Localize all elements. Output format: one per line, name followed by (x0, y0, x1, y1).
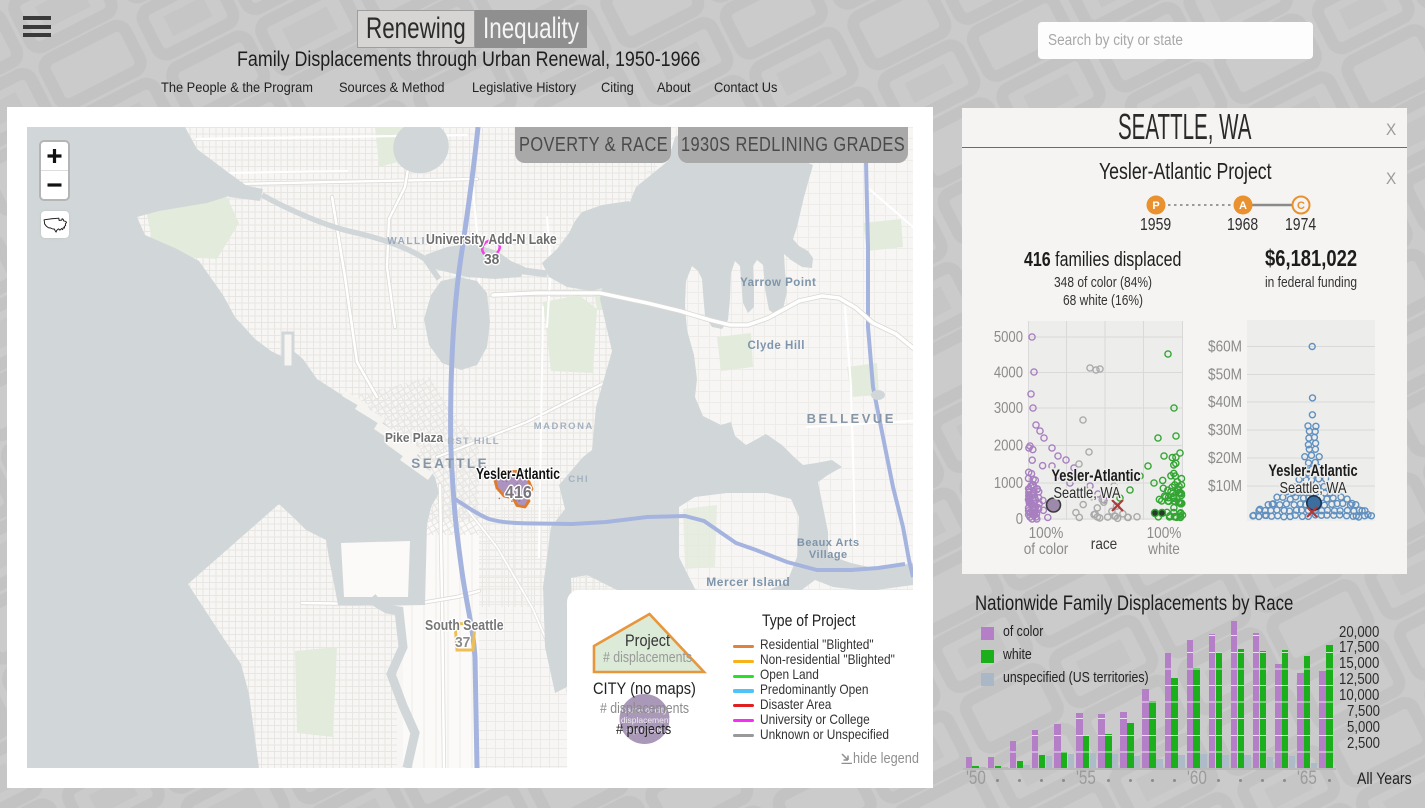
svg-text:Seattle, WA: Seattle, WA (1279, 480, 1346, 498)
svg-text:$10M: $10M (1208, 478, 1242, 495)
svg-text:Seattle, WA: Seattle, WA (1053, 485, 1120, 503)
svg-text:5000: 5000 (994, 329, 1023, 346)
svg-text:Yesler-Atlantic: Yesler-Atlantic (1268, 463, 1357, 481)
svg-text:name of city: name of city (622, 705, 669, 715)
svg-text:100%: 100% (1147, 525, 1182, 542)
svg-text:C: C (1297, 200, 1305, 212)
svg-text:4000: 4000 (994, 364, 1023, 381)
svg-text:$20M: $20M (1208, 450, 1242, 467)
svg-text:$50M: $50M (1208, 367, 1242, 384)
svg-text:A: A (1239, 200, 1247, 212)
svg-text:P: P (1152, 200, 1159, 212)
svg-text:of color: of color (1024, 541, 1069, 558)
svg-text:100%: 100% (1029, 525, 1064, 542)
svg-text:white: white (1147, 541, 1180, 558)
svg-text:# projects: # projects (626, 725, 663, 735)
svg-text:2000: 2000 (994, 437, 1023, 454)
svg-text:$60M: $60M (1208, 339, 1242, 356)
svg-text:# displacements: # displacements (614, 715, 675, 725)
svg-text:$30M: $30M (1208, 422, 1242, 439)
svg-text:$40M: $40M (1208, 394, 1242, 411)
svg-text:1000: 1000 (994, 475, 1023, 492)
svg-text:Yesler-Atlantic: Yesler-Atlantic (1051, 468, 1140, 486)
svg-text:3000: 3000 (994, 400, 1023, 417)
svg-text:race: race (1091, 536, 1117, 553)
svg-text:0: 0 (1016, 511, 1023, 528)
